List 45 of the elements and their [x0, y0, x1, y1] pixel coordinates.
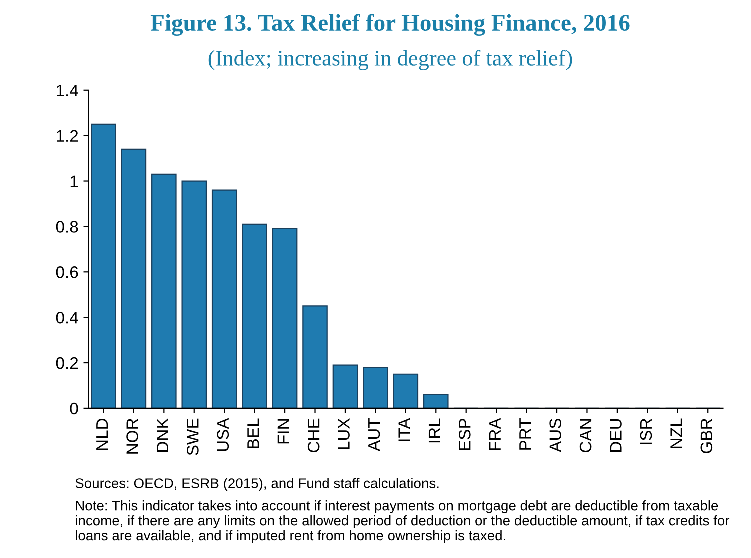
x-tick-label: AUT	[368, 418, 380, 452]
bar	[121, 148, 147, 408]
y-tick-label: 0.8	[56, 221, 78, 233]
x-tick-label: CHE	[308, 418, 320, 453]
x-tick-label: ITA	[398, 418, 410, 442]
bar	[393, 374, 419, 408]
text: Note: This indicator takes into account if interest payments on mortgage debt are deductible from taxable income, if there are any limits on the allowed period of deduction or the deductible amount, if tax credits for loans are available, and if imputed rent from home ownership is taxed.	[76, 500, 730, 544]
y-tick-label: 0.2	[56, 357, 78, 370]
bar	[242, 224, 268, 408]
x-tick-label: GBR	[700, 418, 713, 454]
x-tick-label: LUX	[338, 418, 350, 450]
y-tick-label: 1	[70, 176, 78, 188]
x-tick-label: ISR	[640, 418, 652, 444]
chart-title: Figure 13. Tax Relief for Housing Finance, 2016	[150, 14, 630, 36]
bar	[332, 364, 358, 408]
bar	[182, 180, 208, 408]
x-tick-label: FRA	[489, 418, 501, 450]
x-tick-label: ESP	[459, 419, 471, 450]
bar	[91, 124, 116, 408]
x-tick-label: DNK	[157, 418, 168, 452]
x-tick-label: DEU	[610, 419, 622, 452]
bar	[302, 306, 328, 408]
x-tick-label: BEL	[248, 418, 260, 448]
bar	[212, 190, 238, 408]
x-tick-label: NOR	[126, 418, 138, 454]
bar	[272, 228, 298, 408]
bar	[363, 367, 388, 408]
x-tick-label: SWE	[187, 418, 199, 456]
source-note: Sources: OECD, ESRB (2015), and Fund staff calculations.	[76, 478, 439, 492]
y-tick-label: 0	[70, 402, 78, 415]
x-tick-label: USA	[217, 418, 230, 452]
bar	[423, 394, 449, 408]
x-tick-label: PRT	[520, 418, 532, 450]
x-tick-label: FIN	[278, 420, 290, 444]
y-tick-label: 0.6	[56, 266, 78, 278]
x-tick-label: NLD	[96, 418, 108, 450]
y-tick-label: 1.2	[57, 130, 78, 142]
x-tick-label: IRL	[428, 418, 440, 443]
x-tick-label: AUS	[550, 418, 562, 452]
bar	[152, 174, 177, 408]
x-tick-label: CAN	[580, 420, 592, 453]
x-tick-label: NZL	[670, 418, 682, 448]
chart-subtitle: (Index; increasing in degree of tax relief)	[208, 50, 572, 70]
y-tick-label: 0.4	[56, 312, 78, 324]
y-tick-label: 1.4	[57, 84, 78, 96]
